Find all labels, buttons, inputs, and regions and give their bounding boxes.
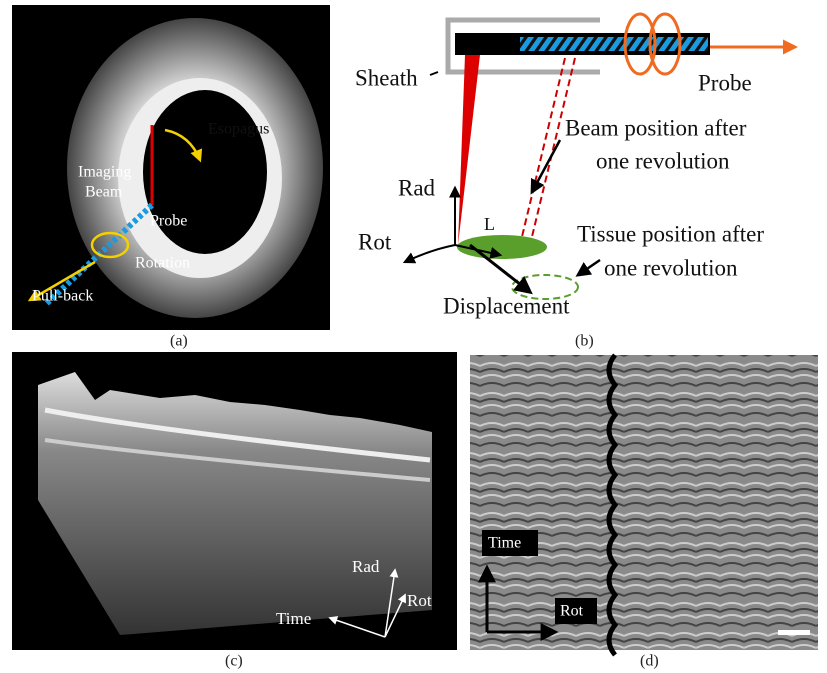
label: Esopagus bbox=[208, 121, 269, 138]
label: Displacement bbox=[443, 293, 570, 318]
panel-b: Sheath Probe Beam position after one rev… bbox=[355, 14, 795, 350]
label: Rad bbox=[352, 557, 380, 576]
label: Rotation bbox=[135, 255, 190, 272]
label: Beam bbox=[85, 184, 123, 201]
label: Rot bbox=[560, 603, 584, 620]
label: Probe bbox=[150, 213, 187, 230]
label: Rot bbox=[407, 591, 432, 610]
figure: Esopagus Imaging Beam Probe Rotation Pul… bbox=[0, 0, 827, 673]
panel-d: Time Rot (d) bbox=[470, 355, 818, 670]
caption: (d) bbox=[640, 653, 659, 670]
label: Beam position after bbox=[565, 115, 747, 140]
caption: (b) bbox=[575, 333, 594, 350]
label: Probe bbox=[698, 70, 752, 95]
panel-a: Esopagus Imaging Beam Probe Rotation Pul… bbox=[12, 5, 330, 350]
panel-c: Rad Rot Time (c) bbox=[12, 352, 457, 670]
label: Imaging bbox=[78, 164, 131, 181]
label: Time bbox=[488, 535, 521, 552]
label: L bbox=[484, 214, 495, 234]
label: Rot bbox=[358, 229, 392, 254]
label: Time bbox=[276, 609, 311, 628]
label: one revolution bbox=[604, 255, 738, 280]
label: Pull-back bbox=[32, 288, 93, 305]
label: Sheath bbox=[355, 65, 418, 90]
caption: (a) bbox=[170, 333, 188, 350]
label: Tissue position after bbox=[577, 221, 764, 246]
caption: (c) bbox=[225, 653, 243, 670]
label: Rad bbox=[398, 175, 436, 200]
label: one revolution bbox=[596, 148, 730, 173]
